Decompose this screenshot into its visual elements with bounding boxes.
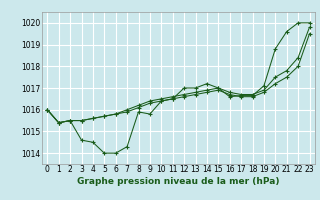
X-axis label: Graphe pression niveau de la mer (hPa): Graphe pression niveau de la mer (hPa) bbox=[77, 177, 280, 186]
